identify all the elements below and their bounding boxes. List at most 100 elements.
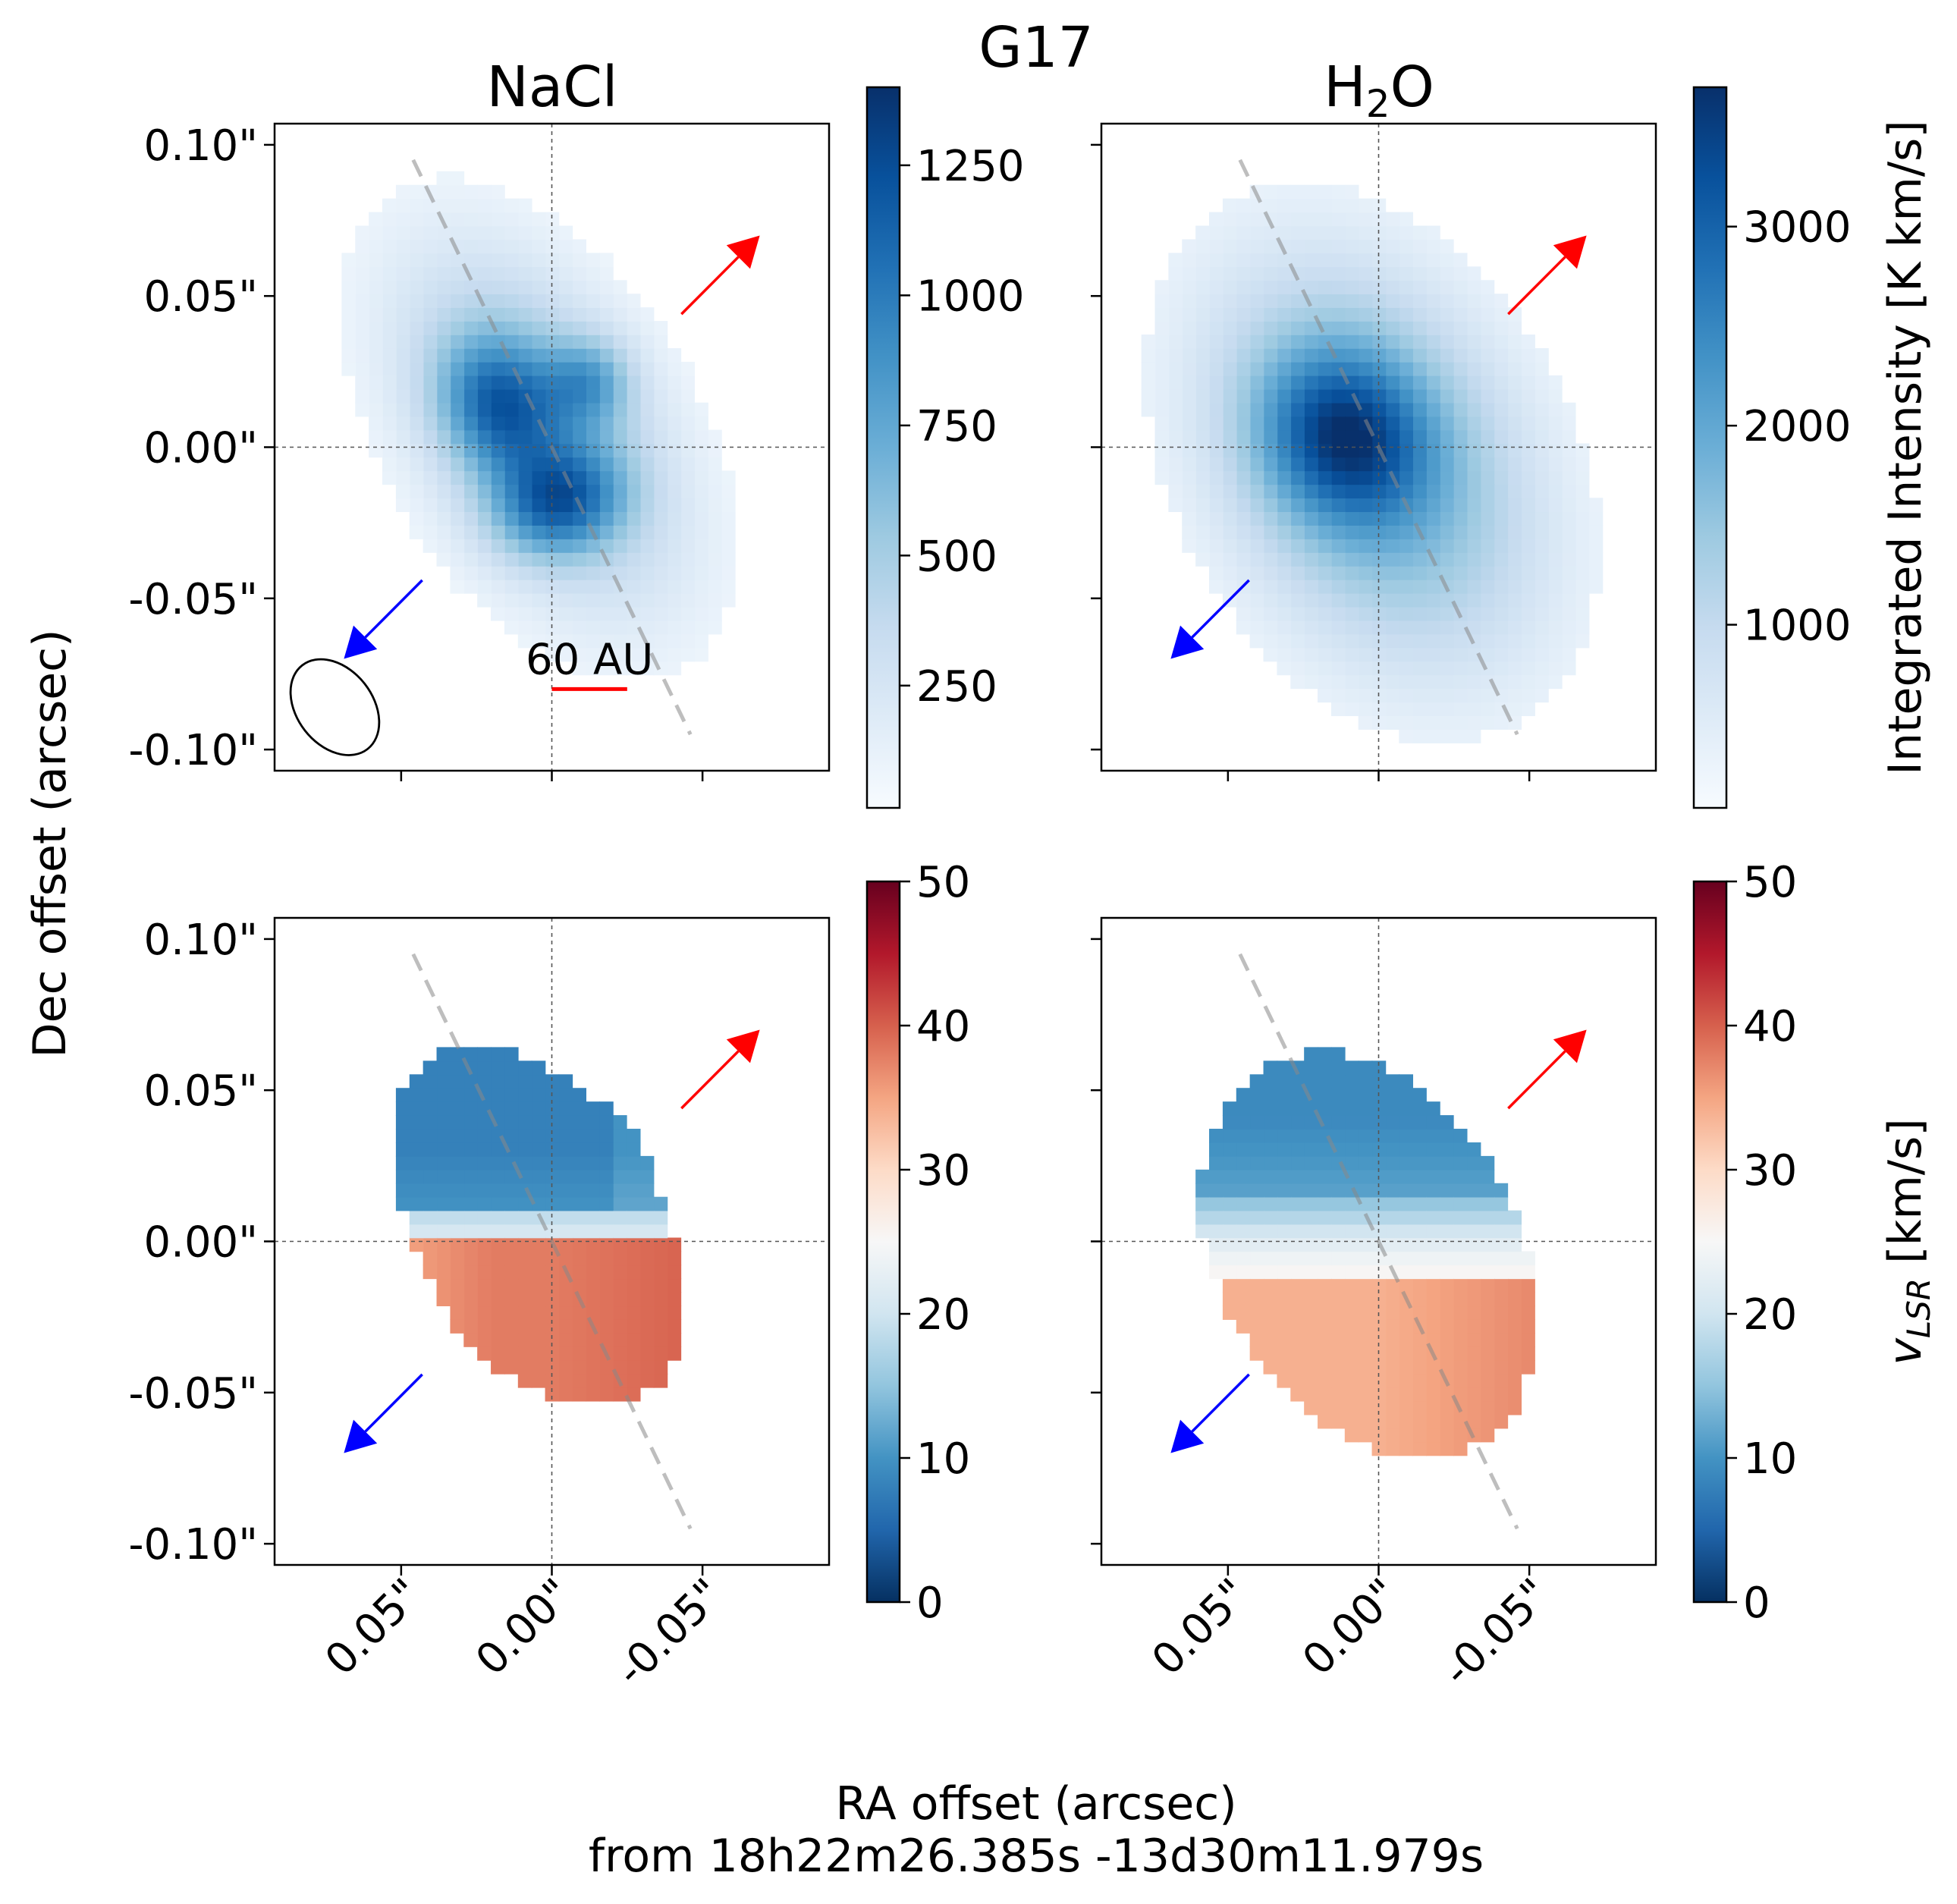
heatmap-cell	[504, 498, 519, 513]
heatmap-cell	[1385, 1115, 1400, 1130]
heatmap-cell	[586, 565, 600, 580]
heatmap-cell	[531, 539, 546, 553]
heatmap-cell	[1494, 470, 1509, 485]
heatmap-cell	[1195, 429, 1210, 445]
heatmap-cell	[1277, 294, 1292, 308]
heatmap-cell	[491, 1210, 505, 1225]
heatmap-cell	[531, 579, 546, 594]
heatmap-cell	[1385, 1319, 1400, 1334]
heatmap-cell	[599, 525, 614, 539]
heatmap-cell	[1399, 647, 1413, 662]
heatmap-cell	[1466, 511, 1481, 526]
colorbar-tick-label: 10	[1743, 1434, 1797, 1484]
heatmap-cell	[1426, 715, 1440, 730]
heatmap-cell	[1466, 661, 1481, 676]
heatmap-cell	[1330, 592, 1346, 608]
heatmap-cell	[395, 212, 410, 227]
heatmap-cell	[1426, 1319, 1440, 1334]
heatmap-cell	[1466, 1251, 1481, 1266]
heatmap-cell	[639, 335, 655, 349]
heatmap-cell	[1453, 416, 1468, 431]
heatmap-cell	[369, 402, 383, 417]
heatmap-cell	[1385, 266, 1400, 281]
heatmap-cell	[355, 239, 369, 254]
heatmap-cell	[1209, 484, 1224, 499]
panel-nacl-velocity: 0.10"0.05"0.00"-0.05"-0.10"0.05" 0.00" -0.…	[128, 916, 831, 1696]
heatmap-cell	[1290, 1210, 1305, 1225]
heatmap-cell	[1480, 539, 1495, 553]
heatmap-cell	[572, 347, 586, 363]
heatmap-cell	[1547, 470, 1563, 485]
heatmap-cell	[586, 1251, 600, 1266]
x-tick-label: -0.05"	[606, 1569, 733, 1696]
heatmap-cell	[612, 1237, 627, 1252]
heatmap-cell	[1195, 1169, 1210, 1184]
heatmap-cell	[1344, 1101, 1359, 1116]
heatmap-cell	[1466, 1155, 1481, 1170]
heatmap-cell	[1344, 1155, 1359, 1170]
heatmap-cell	[1290, 620, 1305, 635]
heatmap-cell	[1480, 1155, 1495, 1170]
heatmap-cell	[1318, 1155, 1332, 1170]
heatmap-cell	[1318, 498, 1332, 513]
heatmap-cell	[1399, 525, 1413, 539]
heatmap-cell	[1344, 470, 1359, 485]
heatmap-cell	[545, 1210, 560, 1225]
heatmap-cell	[1236, 321, 1251, 335]
heatmap-cell	[1466, 565, 1481, 580]
heatmap-cell	[422, 1155, 438, 1170]
heatmap-cell	[1439, 633, 1454, 649]
heatmap-cell	[545, 253, 560, 268]
heatmap-cell	[639, 470, 655, 485]
y-tick-label: 0.00"	[144, 424, 258, 473]
heatmap-cell	[1358, 1359, 1373, 1375]
heatmap-cell	[1439, 280, 1454, 295]
heatmap-cell	[599, 1237, 614, 1252]
heatmap-cell	[491, 347, 505, 363]
heatmap-cell	[545, 1387, 560, 1402]
heatmap-cell	[653, 1237, 668, 1252]
heatmap-cell	[1494, 1183, 1509, 1198]
heatmap-cell	[477, 1265, 492, 1280]
heatmap-cell	[653, 525, 668, 539]
heatmap-cell	[1399, 1183, 1413, 1198]
heatmap-cell	[639, 552, 655, 567]
heatmap-cell	[531, 1115, 546, 1130]
heatmap-cell	[626, 1387, 641, 1402]
heatmap-cell	[1222, 361, 1237, 376]
heatmap-cell	[1412, 429, 1427, 445]
disk-axis-line	[411, 159, 693, 736]
heatmap-cell	[1318, 443, 1332, 458]
heatmap-cell	[1344, 1278, 1359, 1293]
colorbar-h2o-intensity	[1692, 86, 1728, 809]
heatmap-cell	[1453, 307, 1468, 322]
heatmap-cell	[436, 225, 451, 240]
heatmap-cell	[1344, 253, 1359, 268]
heatmap-cell	[395, 1142, 410, 1157]
heatmap-cell	[1195, 239, 1210, 254]
heatmap-cell	[450, 498, 465, 513]
heatmap-cell	[1507, 457, 1522, 472]
heatmap-cell	[586, 402, 600, 417]
heatmap-cell	[1304, 253, 1318, 268]
heatmap-cell	[1453, 539, 1468, 553]
heatmap-cell	[1277, 1210, 1292, 1225]
heatmap-cell	[599, 1359, 614, 1375]
heatmap-cell	[599, 470, 614, 485]
heatmap-cell	[504, 1129, 519, 1143]
heatmap-cell	[1344, 1265, 1359, 1280]
heatmap-cell	[1412, 606, 1427, 621]
heatmap-cell	[1535, 539, 1549, 553]
heatmap-cell	[612, 470, 627, 485]
heatmap-cell	[531, 1060, 546, 1076]
heatmap-cell	[680, 429, 696, 445]
heatmap-cell	[1453, 335, 1468, 349]
heatmap-cell	[531, 457, 546, 472]
heatmap-cell	[409, 198, 424, 213]
heatmap-cell	[477, 1237, 492, 1252]
heatmap-cell	[1494, 1400, 1509, 1415]
heatmap-cell	[1371, 470, 1387, 485]
heatmap-cell	[1466, 307, 1481, 322]
heatmap-cell	[599, 429, 614, 445]
heatmap-cell	[450, 1251, 465, 1266]
